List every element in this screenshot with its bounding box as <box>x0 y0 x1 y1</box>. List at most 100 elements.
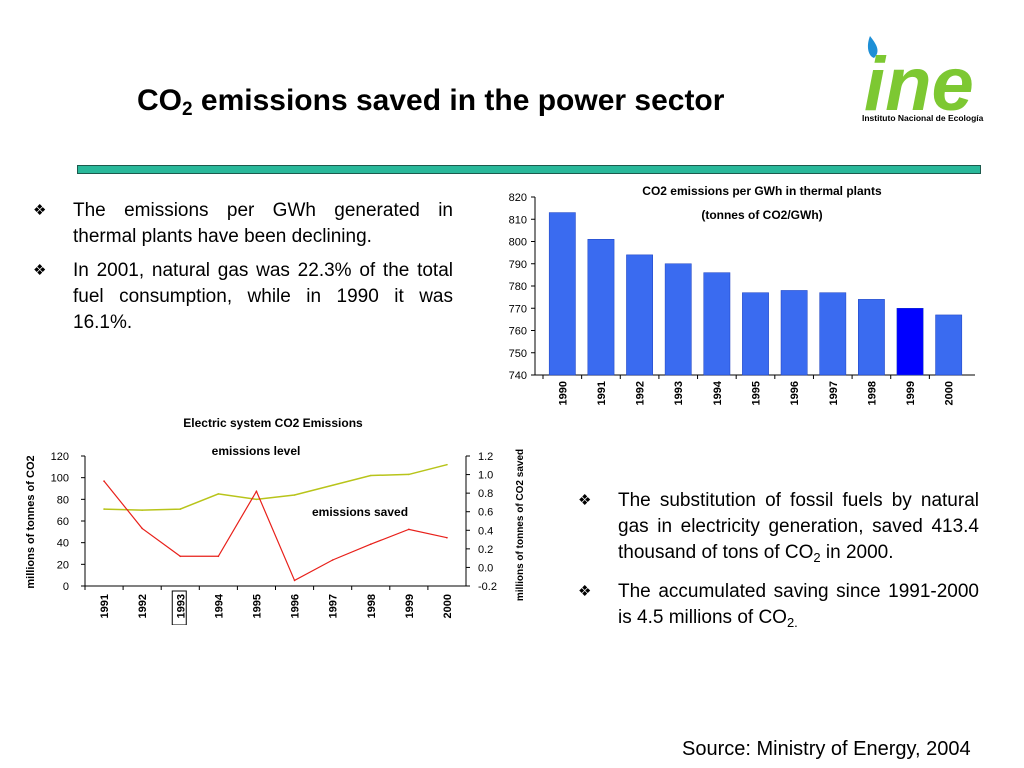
logo-text: ine <box>864 42 974 127</box>
bar-chart-subtitle: (tonnes of CO2/GWh) <box>701 208 822 222</box>
point-emissions-level <box>103 508 105 510</box>
bar <box>548 212 576 376</box>
point-emissions-saved <box>331 559 334 561</box>
point-emissions-level <box>179 508 182 510</box>
series-line-emissions-level <box>104 463 448 511</box>
line-y-tick-label-right: 0.4 <box>478 525 493 537</box>
bar-x-tick-label: 1993 <box>673 381 685 405</box>
bar <box>780 290 808 376</box>
line-y-tick-label-left: 80 <box>57 494 69 506</box>
line-y-tick-label-left: 60 <box>57 516 69 528</box>
line-y-tick-label-right: 1.0 <box>478 470 493 482</box>
bullet-subscript: 2 <box>813 550 821 565</box>
point-emissions-saved <box>293 579 296 582</box>
point-emissions-level <box>369 474 372 477</box>
bar-chart-title: CO2 emissions per GWh in thermal plants <box>642 184 882 198</box>
bar-x-tick-label: 1992 <box>635 381 647 405</box>
logo-drop-icon <box>867 36 878 58</box>
bar-x-tick-label: 1991 <box>596 381 608 405</box>
bullet-item: ❖ The accumulated saving since 1991-2000 … <box>578 579 979 636</box>
line-y-tick-label-left: 0 <box>63 581 69 593</box>
point-emissions-saved <box>179 555 182 558</box>
point-emissions-level <box>408 473 410 476</box>
bullets-left: ❖ The emissions per GWh generated in ther… <box>33 198 453 344</box>
bar <box>935 314 963 376</box>
line-y-tick-label-left: 40 <box>57 538 69 550</box>
legend-emissions-level: emissions level <box>212 444 301 458</box>
diamond-bullet-icon: ❖ <box>33 202 47 219</box>
title-rest: emissions saved in the power sector <box>192 84 725 117</box>
point-emissions-saved <box>446 536 448 539</box>
point-emissions-saved <box>255 490 258 493</box>
line-x-tick-label: 1998 <box>366 594 378 618</box>
bar-x-tick-label: 1990 <box>557 381 569 405</box>
bullet-text-end: in 2000. <box>820 542 894 563</box>
title-co: CO <box>137 84 182 117</box>
bullet-item: ❖ The emissions per GWh generated in ther… <box>33 198 453 250</box>
legend-emissions-saved: emissions saved <box>312 505 408 519</box>
line-x-tick-label: 2000 <box>442 594 454 618</box>
bar <box>703 272 731 376</box>
line-x-tick-label: 1997 <box>328 594 340 618</box>
bar-y-tick-label: 770 <box>509 303 527 315</box>
bar-y-tick-label: 810 <box>509 214 527 226</box>
bar <box>626 254 653 376</box>
line-y-tick-label-left: 20 <box>57 559 69 571</box>
bullet-item: ❖ In 2001, natural gas was 22.3% of the t… <box>33 258 453 336</box>
line-y-tick-label-left: 100 <box>51 473 69 485</box>
point-emissions-saved <box>141 527 143 530</box>
bar-y-tick-label: 740 <box>509 370 527 382</box>
line-y-tick-label-right: 0.8 <box>478 488 493 500</box>
bar-y-tick-label: 750 <box>509 348 527 360</box>
bar <box>858 299 885 376</box>
bar-y-tick-label: 780 <box>509 281 527 293</box>
bar-chart: CO2 emissions per GWh in thermal plants … <box>509 184 975 405</box>
bar-x-tick-label: 1999 <box>905 381 917 405</box>
point-emissions-level <box>141 509 143 511</box>
bar <box>742 292 769 376</box>
line-y-tick-label-right: 1.2 <box>478 451 493 463</box>
line-chart-ylabel-left: millions of tonnes of CO2 <box>25 455 37 588</box>
line-y-tick-label-left: 120 <box>51 451 69 463</box>
line-y-tick-label-right: 0.0 <box>478 562 493 574</box>
line-x-tick-label: 1992 <box>137 594 149 618</box>
bar <box>896 308 924 376</box>
series-line-emissions-saved <box>103 480 448 582</box>
line-x-tick-label: 1993 <box>175 594 187 618</box>
bar-x-tick-label: 1996 <box>789 381 801 405</box>
line-y-tick-label-right: 0.6 <box>478 507 493 519</box>
line-y-tick-label-right: 0.2 <box>478 544 493 556</box>
slide-title: CO2 emissions saved in the power sector <box>137 84 724 121</box>
boxed-year-frame <box>171 590 187 625</box>
bullet-subscript: 2. <box>786 615 798 630</box>
bar <box>664 263 692 376</box>
bar-y-tick-label: 790 <box>509 259 527 271</box>
line-x-tick-label: 1996 <box>290 594 302 618</box>
bar-x-tick-label: 1998 <box>866 381 878 405</box>
point-emissions-level <box>255 498 258 501</box>
bullet-item: ❖ The substitution of fossil fuels by nat… <box>578 488 979 571</box>
bar-y-tick-label: 800 <box>509 237 527 249</box>
point-emissions-level <box>331 484 334 487</box>
line-x-tick-label: 1994 <box>213 593 225 618</box>
bar-x-tick-label: 2000 <box>944 381 956 405</box>
bullet-text: The emissions per GWh generated in therm… <box>73 200 453 247</box>
point-emissions-level <box>293 494 296 496</box>
bullets-right: ❖ The substitution of fossil fuels by nat… <box>578 488 979 644</box>
bar-y-tick-label: 820 <box>509 192 527 204</box>
bullet-text: The accumulated saving since 1991-2000 i… <box>618 581 979 628</box>
point-emissions-saved <box>103 480 105 482</box>
line-chart: Electric system CO2 Emissions emissions … <box>25 416 526 625</box>
line-x-tick-label: 1991 <box>99 594 111 618</box>
bar <box>587 239 615 376</box>
bar-x-tick-label: 1994 <box>712 380 724 405</box>
bullet-text: The substitution of fossil fuels by natu… <box>618 490 979 563</box>
bar <box>819 292 847 376</box>
point-emissions-level <box>217 493 220 495</box>
title-subscript: 2 <box>182 99 193 120</box>
title-divider <box>77 165 981 174</box>
line-x-tick-label: 1999 <box>404 594 416 618</box>
line-y-tick-label-right: -0.2 <box>478 581 497 593</box>
bar-y-tick-label: 760 <box>509 326 527 338</box>
point-emissions-saved <box>217 555 220 558</box>
